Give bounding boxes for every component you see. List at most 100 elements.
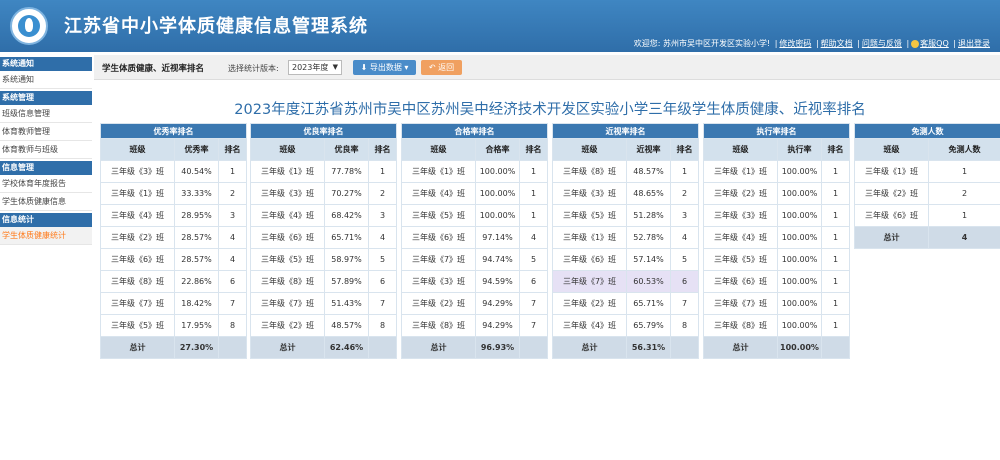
- feedback-link[interactable]: 问题与反馈: [861, 39, 902, 48]
- ranking-table: 免测人数 班级 免测人数 三年级《1》班 1 三年级《2》班 2 三年级《6》班 1 总计 4: [854, 123, 1000, 249]
- value-cell: 100.00%: [777, 226, 822, 249]
- sidebar-group-notice[interactable]: 系统通知: [0, 57, 92, 71]
- total-row: 总计 4: [854, 226, 1000, 249]
- rank-cell: 1: [820, 292, 851, 315]
- value-cell: 65.71%: [324, 226, 369, 249]
- sidebar-item-health-stats[interactable]: 学生体质健康统计: [0, 227, 92, 245]
- value-cell: 48.57%: [324, 314, 369, 337]
- back-button[interactable]: ↶ 返回: [421, 60, 462, 75]
- table-row: 三年级《5》班 100.00% 1: [703, 248, 851, 271]
- app-header: 江苏省中小学体质健康信息管理系统 欢迎您: 苏州市吴中区开发区实验小学! | 修改…: [0, 0, 1000, 52]
- class-cell: 三年级《4》班: [703, 226, 778, 249]
- class-cell: 三年级《3》班: [552, 182, 627, 205]
- sidebar-item-health-info[interactable]: 学生体质健康信息: [0, 193, 92, 211]
- table-row: 三年级《2》班 2: [854, 182, 1000, 205]
- column-header-value[interactable]: 执行率: [777, 138, 822, 161]
- column-header-value[interactable]: 合格率: [475, 138, 520, 161]
- column-header-rank[interactable]: 排名: [518, 138, 549, 161]
- column-header-class[interactable]: 班级: [703, 138, 778, 161]
- class-cell: 三年级《7》班: [703, 292, 778, 315]
- value-cell: 65.71%: [626, 292, 671, 315]
- value-cell: 100.00%: [777, 204, 822, 227]
- value-cell: 58.97%: [324, 248, 369, 271]
- support-qq-link[interactable]: 客服QQ: [920, 39, 949, 48]
- rank-cell: 7: [669, 292, 700, 315]
- rank-cell: 1: [367, 160, 398, 183]
- help-doc-link[interactable]: 帮助文档: [820, 39, 853, 48]
- value-cell: 60.53%: [626, 270, 671, 293]
- table-caption: 优良率排名: [249, 123, 398, 139]
- rank-cell: 4: [518, 226, 549, 249]
- class-cell: 三年级《3》班: [703, 204, 778, 227]
- class-cell: 三年级《1》班: [854, 160, 929, 183]
- total-row: 总计 56.31%: [552, 336, 700, 359]
- value-cell: 52.78%: [626, 226, 671, 249]
- value-cell: 57.14%: [626, 248, 671, 271]
- rank-cell: 1: [820, 226, 851, 249]
- class-cell: 三年级《3》班: [100, 160, 175, 183]
- value-cell: 100.00%: [475, 160, 520, 183]
- total-rank-empty: [217, 336, 248, 359]
- rank-cell: 6: [217, 270, 248, 293]
- column-header-class[interactable]: 班级: [854, 138, 929, 161]
- sidebar-item-teacher[interactable]: 体育教师管理: [0, 123, 92, 141]
- total-value: 62.46%: [324, 336, 369, 359]
- rank-cell: 1: [518, 160, 549, 183]
- sidebar-item-annual-report[interactable]: 学校体育年度报告: [0, 175, 92, 193]
- table-row: 三年级《7》班 18.42% 7: [100, 292, 248, 315]
- sidebar-item-notice[interactable]: 系统通知: [0, 71, 92, 89]
- sidebar-item-teacher-class[interactable]: 体育教师与班级: [0, 141, 92, 159]
- change-password-link[interactable]: 修改密码: [779, 39, 812, 48]
- logout-link[interactable]: 退出登录: [958, 39, 990, 48]
- toolbar: 学生体质健康、近视率排名 选择统计版本: 2023年度 ▼ ⬇ 导出数据 ▾ ↶…: [94, 55, 1000, 80]
- column-header-class[interactable]: 班级: [552, 138, 627, 161]
- column-header-rank[interactable]: 排名: [367, 138, 398, 161]
- rank-cell: 1: [518, 204, 549, 227]
- rank-cell: 8: [367, 314, 398, 337]
- rank-cell: 5: [367, 248, 398, 271]
- column-header-value[interactable]: 优良率: [324, 138, 369, 161]
- table-row: 三年级《8》班 22.86% 6: [100, 270, 248, 293]
- table-row: 三年级《8》班 94.29% 7: [401, 314, 549, 337]
- column-header-rank[interactable]: 排名: [669, 138, 700, 161]
- export-button[interactable]: ⬇ 导出数据 ▾: [353, 60, 416, 75]
- sidebar-item-class-info[interactable]: 班级信息管理: [0, 105, 92, 123]
- table-caption: 优秀率排名: [99, 123, 248, 139]
- column-header-class[interactable]: 班级: [100, 138, 175, 161]
- table-row: 三年级《7》班 51.43% 7: [250, 292, 398, 315]
- column-header-rank[interactable]: 排名: [217, 138, 248, 161]
- column-header-class[interactable]: 班级: [401, 138, 476, 161]
- table-caption: 合格率排名: [400, 123, 549, 139]
- version-select[interactable]: 2023年度 ▼: [288, 60, 342, 75]
- column-header-rank[interactable]: 排名: [820, 138, 851, 161]
- class-cell: 三年级《8》班: [703, 314, 778, 337]
- table-caption: 近视率排名: [551, 123, 700, 139]
- sidebar-group-system[interactable]: 系统管理: [0, 91, 92, 105]
- table-row: 三年级《6》班 97.14% 4: [401, 226, 549, 249]
- rank-cell: 4: [367, 226, 398, 249]
- column-header-value[interactable]: 近视率: [626, 138, 671, 161]
- rank-cell: 2: [217, 182, 248, 205]
- sidebar-group-info[interactable]: 信息管理: [0, 161, 92, 175]
- column-header-value[interactable]: 优秀率: [174, 138, 219, 161]
- class-cell: 三年级《1》班: [100, 182, 175, 205]
- table-row: 三年级《3》班 48.65% 2: [552, 182, 700, 205]
- table-row: 三年级《8》班 48.57% 1: [552, 160, 700, 183]
- column-header-value[interactable]: 免测人数: [928, 138, 1000, 161]
- value-cell: 28.57%: [174, 248, 219, 271]
- class-cell: 三年级《6》班: [552, 248, 627, 271]
- table-row: 三年级《1》班 100.00% 1: [703, 160, 851, 183]
- table-row: 三年级《5》班 58.97% 5: [250, 248, 398, 271]
- rank-cell: 3: [217, 204, 248, 227]
- ranking-table: 优秀率排名 班级 优秀率 排名 三年级《3》班 40.54% 1 三年级《1》班 33.33% 2…: [99, 123, 248, 359]
- sidebar-group-stats[interactable]: 信息统计: [0, 213, 92, 227]
- table-row: 三年级《6》班 100.00% 1: [703, 270, 851, 293]
- rank-cell: 4: [217, 226, 248, 249]
- table-row: 三年级《2》班 100.00% 1: [703, 182, 851, 205]
- value-cell: 100.00%: [777, 160, 822, 183]
- class-cell: 三年级《8》班: [401, 314, 476, 337]
- value-cell: 100.00%: [475, 204, 520, 227]
- table-row: 三年级《2》班 65.71% 7: [552, 292, 700, 315]
- class-cell: 三年级《2》班: [100, 226, 175, 249]
- column-header-class[interactable]: 班级: [250, 138, 325, 161]
